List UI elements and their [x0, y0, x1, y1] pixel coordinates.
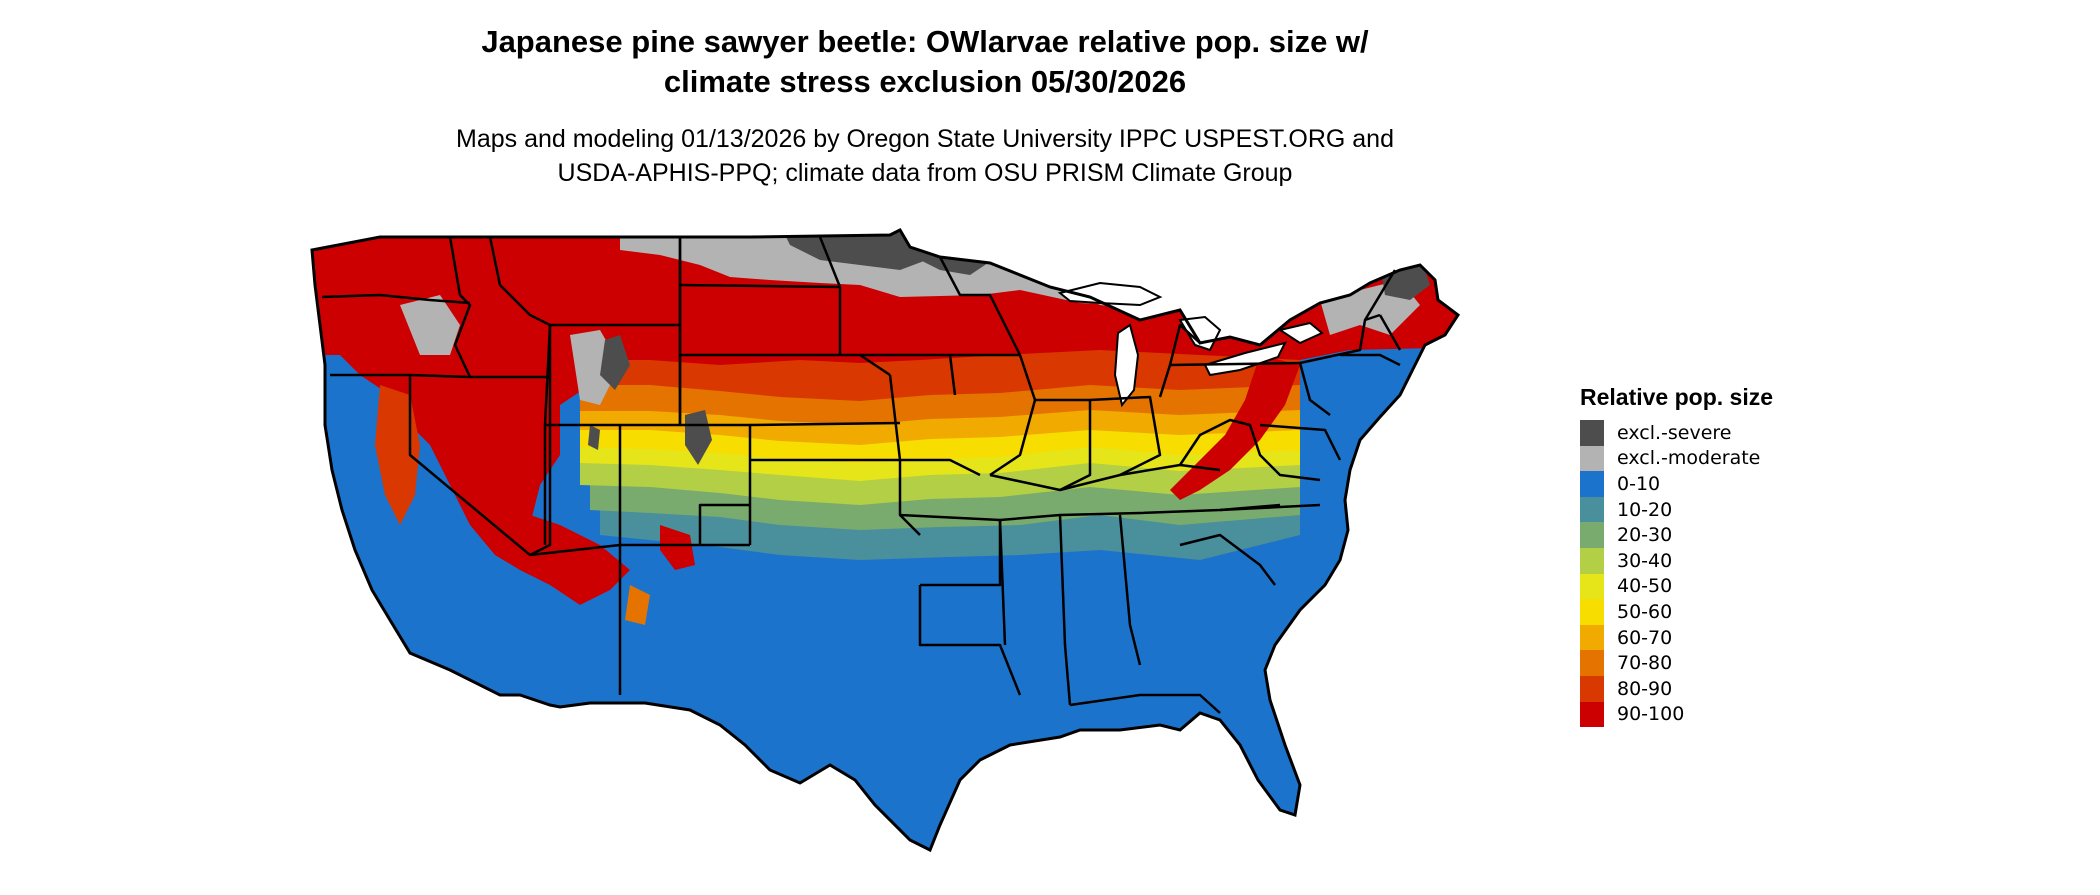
legend-label: 90-100 — [1617, 703, 1685, 726]
map-subtitle: Maps and modeling 01/13/2026 by Oregon S… — [0, 122, 1850, 190]
legend-label: 50-60 — [1617, 600, 1673, 623]
legend-swatch — [1580, 547, 1604, 574]
legend-label: 10-20 — [1617, 498, 1673, 521]
legend-label: 20-30 — [1617, 524, 1673, 547]
us-outline — [310, 228, 1461, 853]
legend-label: excl.-moderate — [1617, 447, 1761, 470]
map-subtitle-line-2: USDA-APHIS-PPQ; climate data from OSU PR… — [557, 159, 1293, 187]
legend-item: 40-50 — [1580, 573, 1940, 600]
legend-label: 80-90 — [1617, 677, 1673, 700]
legend-swatch — [1580, 496, 1604, 523]
legend-item: excl.-moderate — [1580, 445, 1940, 472]
map-title-line-1: Japanese pine sawyer beetle: OWlarvae re… — [481, 24, 1369, 59]
legend-item: 60-70 — [1580, 624, 1940, 651]
legend: Relative pop. size excl.-severe excl.-mod… — [1580, 382, 1940, 728]
map-subtitle-line-1: Maps and modeling 01/13/2026 by Oregon S… — [456, 125, 1394, 153]
legend-item: 80-90 — [1580, 675, 1940, 702]
legend-label: 40-50 — [1617, 575, 1673, 598]
legend-swatch — [1580, 599, 1604, 625]
legend-label: 70-80 — [1617, 652, 1673, 675]
legend-label: 30-40 — [1617, 549, 1673, 572]
legend-swatch — [1580, 471, 1604, 497]
legend-item: 20-30 — [1580, 522, 1940, 548]
legend-items: excl.-severe excl.-moderate 0-10 10-20 20-30… — [1580, 420, 1940, 728]
legend-item: excl.-severe — [1580, 420, 1940, 446]
legend-item: 10-20 — [1580, 496, 1940, 523]
state-borders — [321, 236, 1402, 714]
legend-swatch — [1580, 445, 1604, 472]
legend-item: 70-80 — [1580, 650, 1940, 676]
legend-label: excl.-severe — [1617, 421, 1732, 444]
legend-label: 0-10 — [1617, 472, 1661, 495]
map-title: Japanese pine sawyer beetle: OWlarvae re… — [0, 22, 1850, 102]
legend-item: 30-40 — [1580, 547, 1940, 574]
legend-title: Relative pop. size — [1580, 384, 1774, 410]
legend-swatch — [1580, 650, 1604, 676]
legend-label: 60-70 — [1617, 626, 1673, 649]
legend-swatch — [1580, 420, 1604, 446]
great-lakes — [1057, 281, 1324, 408]
legend-item: 90-100 — [1580, 701, 1940, 728]
map-title-line-2: climate stress exclusion 05/30/2026 — [663, 64, 1187, 99]
legend-item: 0-10 — [1580, 471, 1940, 497]
us-map — [300, 225, 1560, 895]
legend-swatch — [1580, 624, 1604, 651]
legend-item: 50-60 — [1580, 599, 1940, 625]
population-raster — [312, 230, 1458, 850]
legend-swatch — [1580, 675, 1604, 702]
legend-swatch — [1580, 573, 1604, 600]
legend-swatch — [1580, 701, 1604, 728]
legend-swatch — [1580, 522, 1604, 548]
